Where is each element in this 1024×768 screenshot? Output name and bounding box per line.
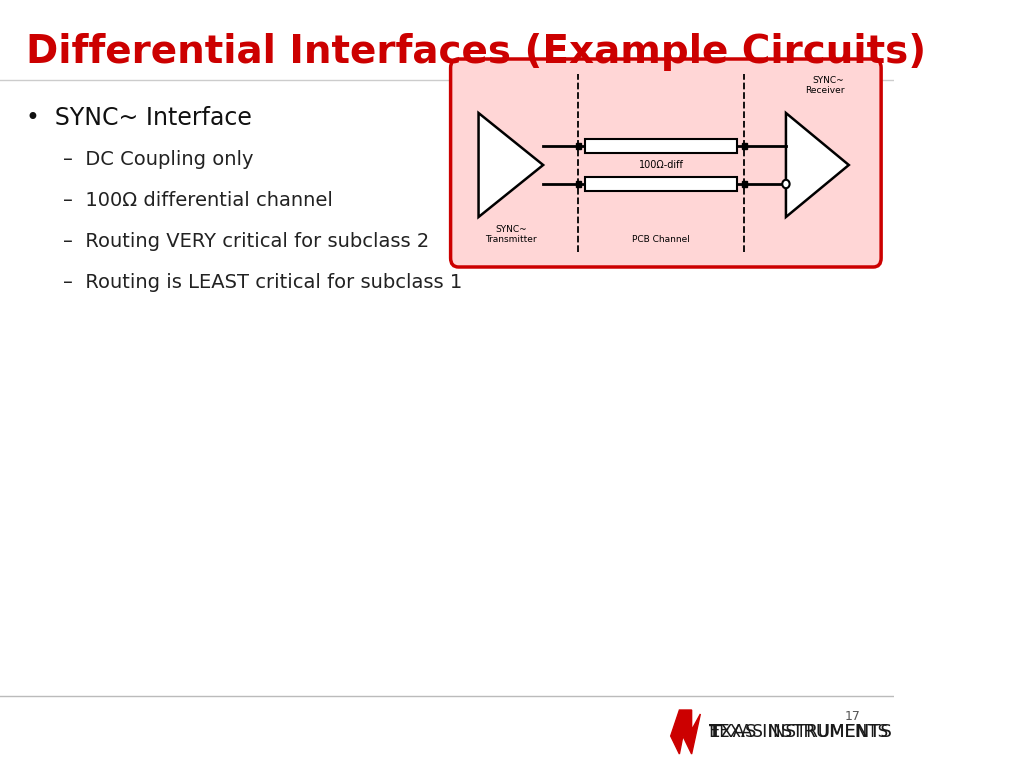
Text: 17: 17 (845, 710, 860, 723)
Text: PCB Channel: PCB Channel (632, 235, 690, 244)
Bar (575, 143, 581, 149)
Circle shape (782, 180, 790, 188)
Text: –  DC Coupling only: – DC Coupling only (62, 150, 253, 169)
Text: T: T (709, 723, 722, 741)
Text: 100Ω-diff: 100Ω-diff (639, 160, 683, 170)
Text: –  Routing VERY critical for subclass 2: – Routing VERY critical for subclass 2 (62, 232, 429, 251)
Bar (585, 177, 737, 191)
Text: Differential Interfaces (Example Circuits): Differential Interfaces (Example Circuit… (27, 33, 927, 71)
Polygon shape (786, 113, 849, 217)
Text: SYNC~
Transmitter: SYNC~ Transmitter (485, 224, 537, 244)
Bar (585, 139, 737, 153)
Polygon shape (478, 113, 543, 217)
Polygon shape (671, 710, 700, 754)
FancyBboxPatch shape (451, 59, 881, 267)
Text: EXAS INSTRUMENTS: EXAS INSTRUMENTS (709, 723, 892, 741)
Text: TEXAS INSTRUMENTS: TEXAS INSTRUMENTS (709, 723, 888, 741)
Text: SYNC~
Receiver: SYNC~ Receiver (805, 76, 845, 95)
Text: –  Routing is LEAST critical for subclass 1: – Routing is LEAST critical for subclass… (62, 273, 462, 292)
Bar (741, 181, 746, 187)
Text: –  100Ω differential channel: – 100Ω differential channel (62, 191, 333, 210)
Text: •  SYNC~ Interface: • SYNC~ Interface (27, 106, 252, 130)
Bar (741, 143, 746, 149)
Bar (575, 181, 581, 187)
